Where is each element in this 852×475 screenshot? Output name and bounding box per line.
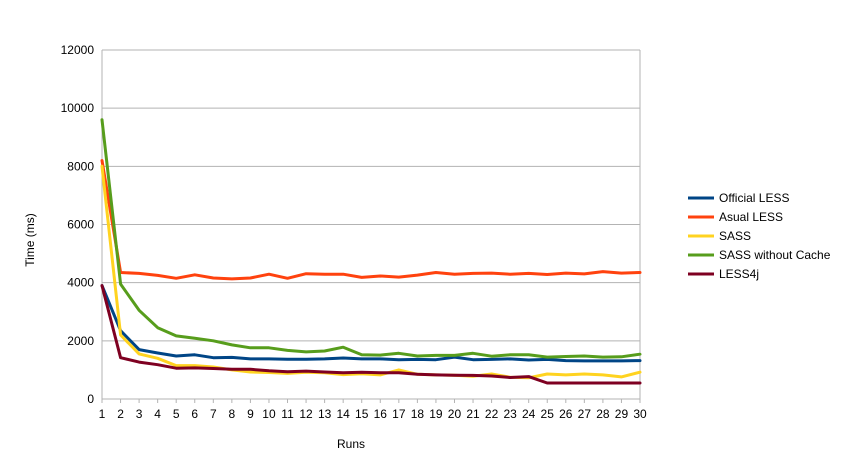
series-line-less4j (100, 284, 642, 385)
y-axis-title: Time (ms) (23, 213, 37, 267)
x-tick-label: 16 (374, 407, 388, 421)
x-tick-label: 2 (117, 407, 124, 421)
legend: Official LESS Asual LESS SASS SASS without … (688, 191, 831, 281)
x-tick-label: 21 (466, 407, 480, 421)
series-line-sass (100, 164, 642, 380)
series-line-sass-without-cache (100, 118, 642, 359)
x-tick-label: 30 (633, 407, 647, 421)
x-tick-label: 28 (596, 407, 610, 421)
x-tick-label: 14 (336, 407, 350, 421)
x-tick-label: 17 (392, 407, 406, 421)
x-tick-label: 26 (559, 407, 573, 421)
x-tick-label: 23 (503, 407, 517, 421)
x-tick-label: 7 (210, 407, 217, 421)
y-tick-label: 8000 (67, 159, 94, 173)
x-tick-label: 9 (247, 407, 254, 421)
legend-label-sass-without-cache: SASS without Cache (719, 248, 831, 262)
x-tick-label: 15 (355, 407, 369, 421)
x-tick-label: 18 (411, 407, 425, 421)
y-tick-label: 12000 (61, 43, 95, 57)
x-tick-label: 12 (299, 407, 313, 421)
x-tick-label: 24 (522, 407, 536, 421)
series-lines (100, 118, 642, 385)
x-tick-label: 22 (485, 407, 499, 421)
x-tick-label: 8 (229, 407, 236, 421)
legend-label-sass: SASS (719, 229, 751, 243)
legend-label-official-less: Official LESS (719, 191, 789, 205)
x-tick-label: 13 (318, 407, 332, 421)
x-tick-label: 5 (173, 407, 180, 421)
y-tick-label: 6000 (67, 218, 94, 232)
x-tick-label: 20 (448, 407, 462, 421)
legend-label-asual-less: Asual LESS (719, 210, 783, 224)
x-tick-label: 25 (541, 407, 555, 421)
y-tick-label: 2000 (67, 334, 94, 348)
y-tick-label: 4000 (67, 276, 94, 290)
x-tick-label: 19 (429, 407, 443, 421)
x-tick-label: 11 (281, 407, 294, 421)
x-tick-label: 29 (615, 407, 629, 421)
x-tick-label: 27 (578, 407, 592, 421)
series-line-asual-less (100, 159, 642, 281)
grid (101, 49, 641, 400)
x-tick-label: 1 (99, 407, 106, 421)
y-tick-label: 0 (87, 392, 94, 406)
y-tick-label: 10000 (61, 101, 95, 115)
x-tick-label: 10 (262, 407, 276, 421)
x-axis-title: Runs (337, 437, 365, 451)
series-line-official-less (100, 284, 642, 363)
x-tick-label: 6 (191, 407, 198, 421)
legend-label-less4j: LESS4j (719, 267, 759, 281)
x-tick-label: 3 (136, 407, 143, 421)
x-tick-label: 4 (154, 407, 161, 421)
